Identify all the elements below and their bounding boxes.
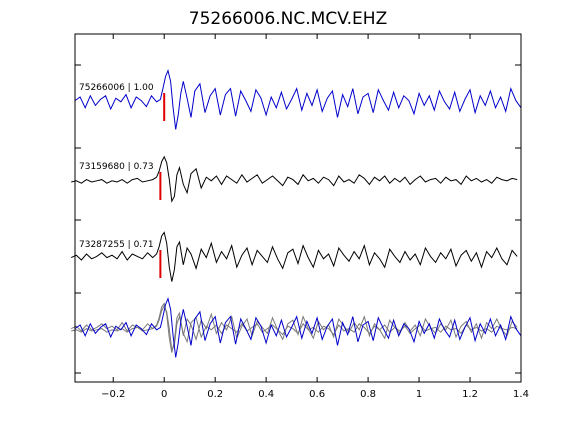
waveform-traces — [70, 68, 522, 282]
plot-frame — [74, 33, 522, 383]
trace-73159680 — [71, 155, 518, 203]
x-tick-label: 0.6 — [309, 389, 325, 400]
chart-title: 75266006.NC.MCV.EHZ — [189, 9, 387, 29]
x-tick-label: 0 — [161, 389, 167, 400]
overlay-trace-75266006 — [74, 296, 522, 358]
x-tick-label: 0.4 — [258, 389, 274, 400]
stacked-overlay-panel — [70, 296, 522, 358]
trace-label-73159680: 73159680 | 0.73 — [79, 162, 154, 172]
trace-75266006 — [74, 68, 522, 130]
trace-73287255 — [70, 231, 518, 282]
overlay-trace-73159680 — [71, 304, 518, 352]
trace-labels: 75266006 | 1.00 73159680 | 0.73 73287255 |… — [79, 83, 154, 250]
x-tick-label: 1 — [416, 389, 422, 400]
pick-markers — [159, 93, 166, 278]
x-tick-label: 1.2 — [462, 389, 478, 400]
x-tick-label: −0.2 — [101, 389, 125, 400]
x-tick-label: 0.2 — [207, 389, 223, 400]
x-tick-label: 1.4 — [513, 389, 529, 400]
overlay-trace-73287255 — [70, 302, 518, 353]
trace-label-75266006: 75266006 | 1.00 — [79, 83, 154, 93]
x-axis: −0.2 0 0.2 0.4 0.6 0.8 1 1.2 1.4 — [101, 34, 529, 400]
y-ticks — [75, 64, 521, 374]
x-tick-label: 0.8 — [360, 389, 376, 400]
trace-label-73287255: 73287255 | 0.71 — [79, 240, 154, 250]
